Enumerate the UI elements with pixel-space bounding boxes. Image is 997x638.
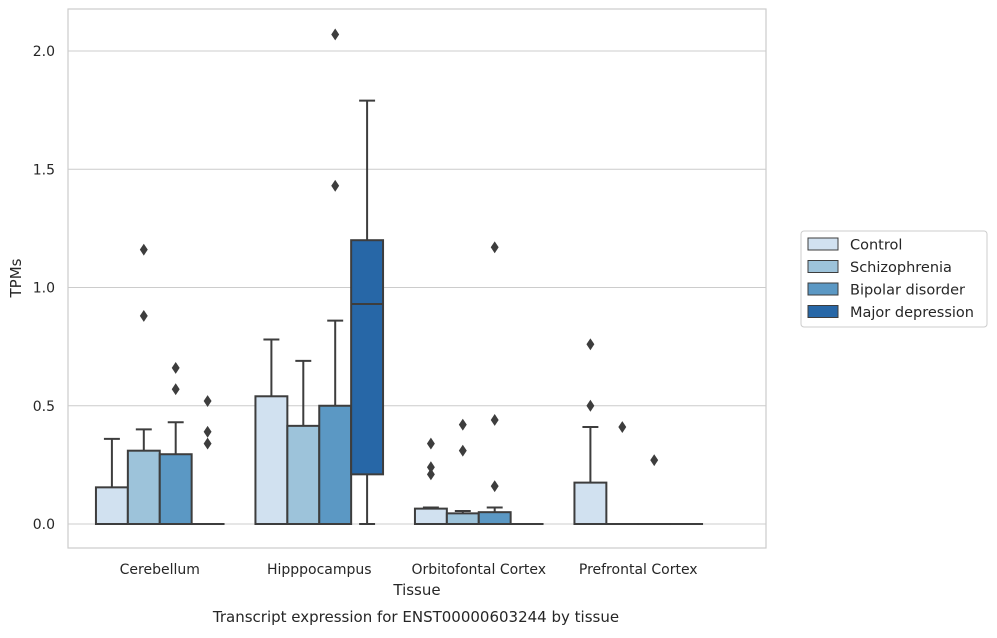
y-axis-label: TPMs	[7, 258, 25, 298]
box-iqr	[96, 487, 128, 524]
legend: Control Schizophrenia Bipolar disorder Majo…	[801, 231, 987, 327]
box-iqr	[160, 454, 192, 524]
box-schizophrenia	[447, 511, 479, 524]
x-tick-label: Cerebellum	[120, 562, 200, 578]
y-tick-label: 0.0	[33, 517, 55, 533]
legend-swatch	[808, 238, 838, 250]
legend-swatch	[808, 306, 838, 318]
x-tick-label: Hipppocampus	[267, 562, 372, 578]
y-tick-label: 0.5	[33, 399, 55, 415]
box-control	[415, 507, 447, 524]
legend-label: Control	[850, 238, 902, 254]
y-tick-label: 1.5	[33, 162, 55, 178]
legend-label: Major depression	[850, 305, 974, 321]
legend-swatch	[808, 283, 838, 295]
x-tick-labels: Cerebellum Hipppocampus Orbitofontal Corte…	[120, 562, 698, 578]
legend-label: Schizophrenia	[850, 260, 952, 276]
legend-swatch	[808, 261, 838, 273]
box-iqr	[479, 512, 511, 524]
box-iqr	[128, 451, 160, 524]
box-iqr	[255, 396, 287, 524]
x-tick-label: Prefrontal Cortex	[579, 562, 698, 578]
box-iqr	[287, 426, 319, 524]
x-axis-label: Tissue	[392, 581, 440, 599]
box-iqr	[319, 406, 351, 524]
y-tick-label: 1.0	[33, 281, 55, 297]
box-iqr	[351, 240, 383, 474]
chart-title: Transcript expression for ENST0000060324…	[212, 608, 619, 626]
x-tick-label: Orbitofontal Cortex	[411, 562, 546, 578]
y-tick-labels: 0.0 0.5 1.0 1.5 2.0	[33, 44, 55, 533]
y-tick-label: 2.0	[33, 44, 55, 60]
box-iqr	[574, 483, 606, 524]
box-iqr	[447, 513, 479, 524]
legend-label: Bipolar disorder	[850, 283, 965, 299]
box-iqr	[415, 509, 447, 524]
